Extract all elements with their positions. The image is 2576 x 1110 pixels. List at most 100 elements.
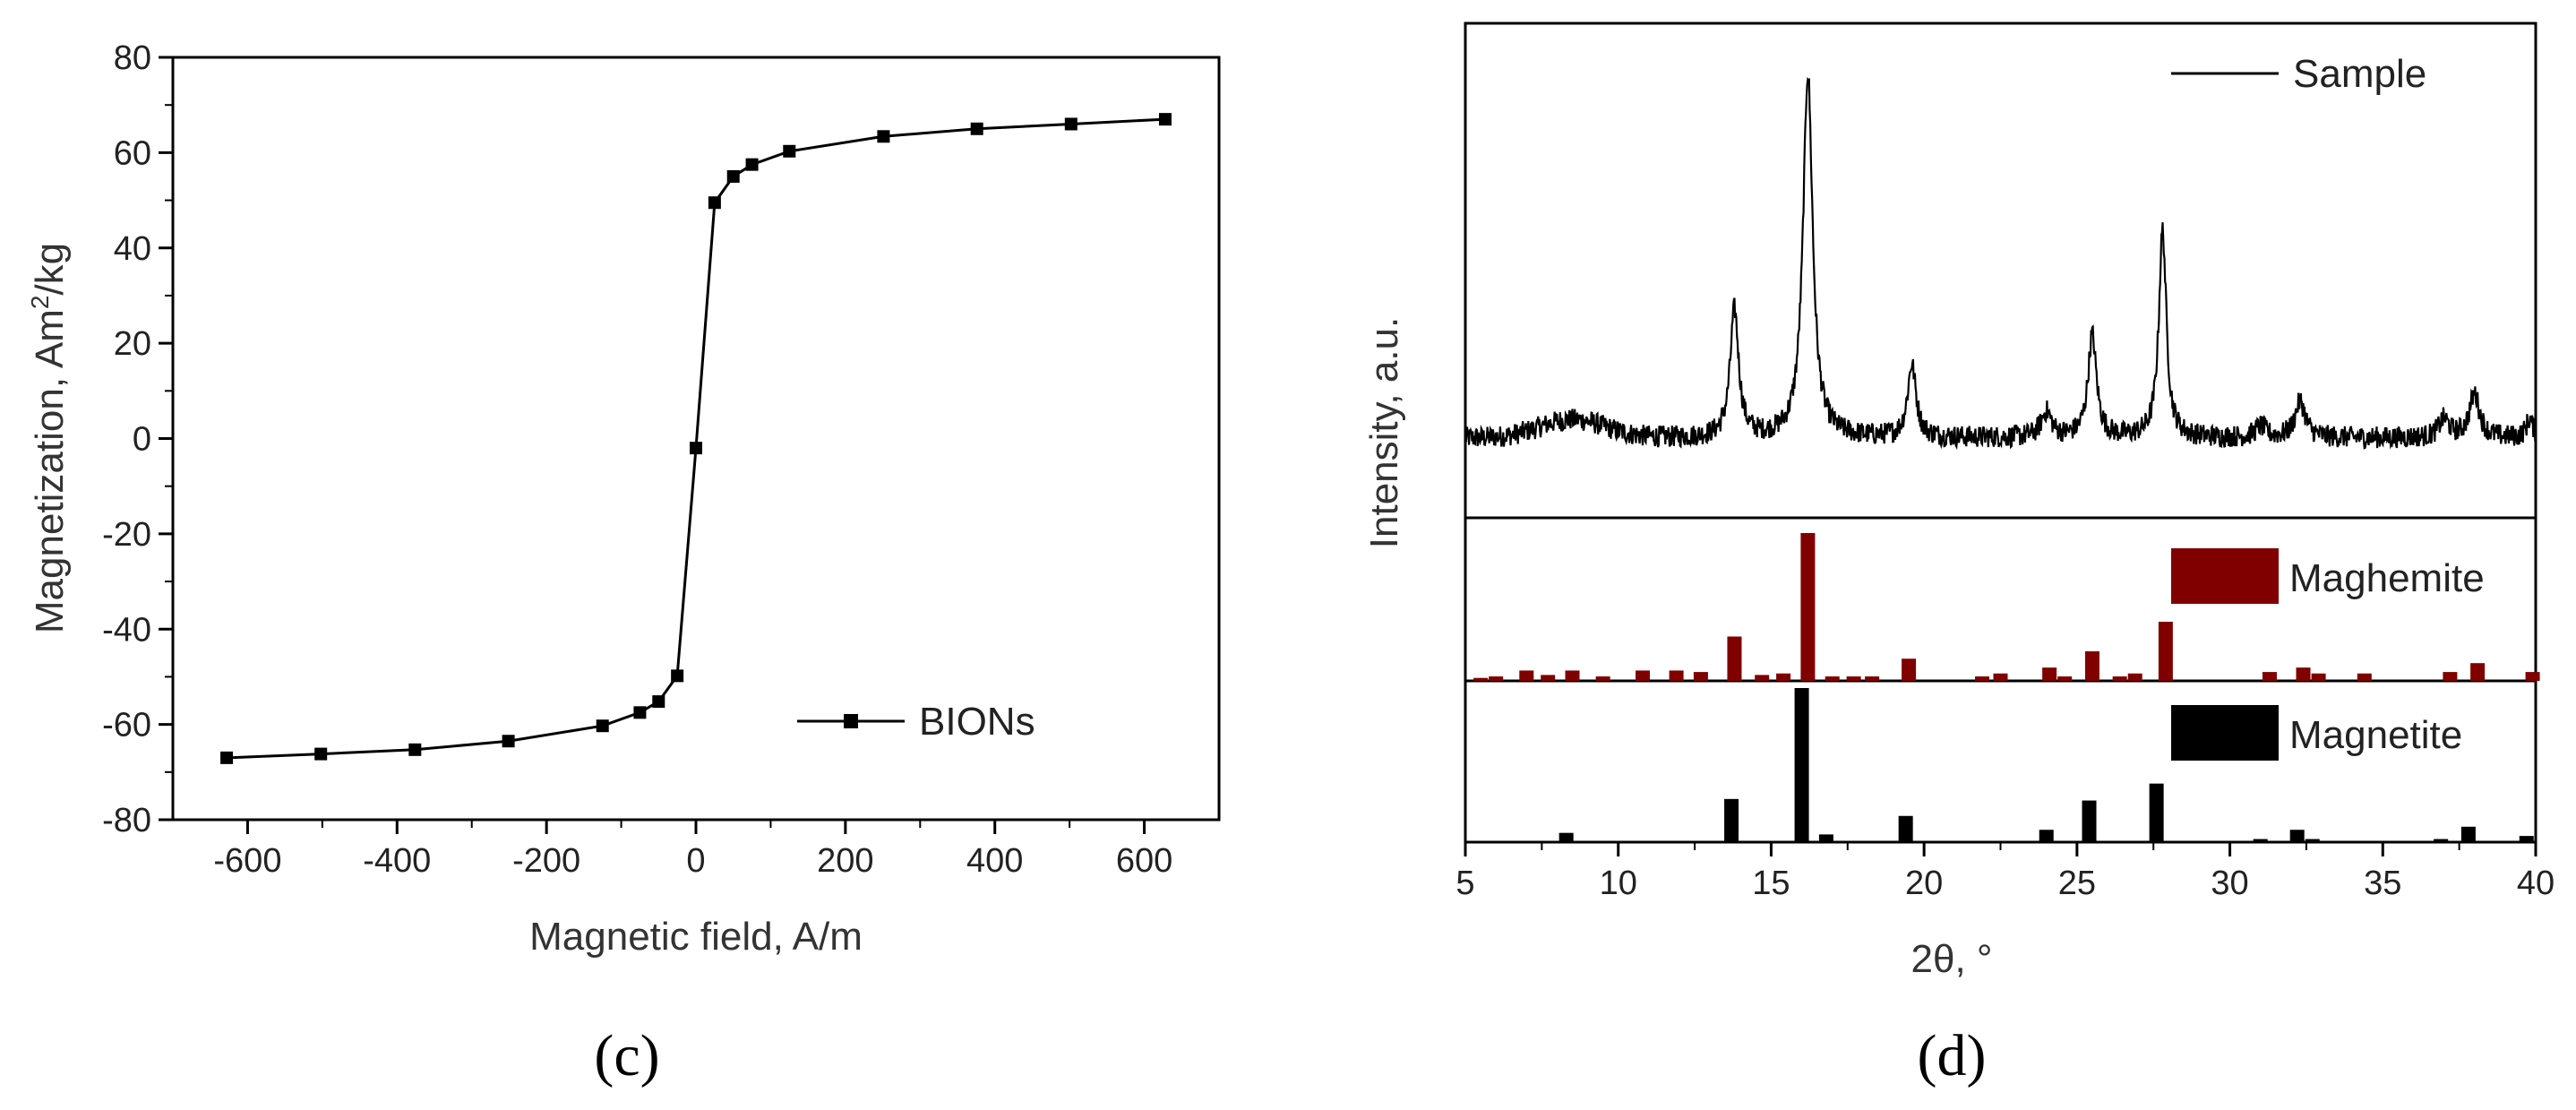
bions-point — [671, 669, 684, 683]
xrd-y-axis-label: Intensity, a.u. — [1362, 317, 1406, 548]
maghemite-bar — [2470, 663, 2486, 681]
magnetization-legend: BIONs — [797, 700, 1035, 744]
magnetite-bar — [2305, 839, 2320, 842]
x-tick-label: -400 — [363, 842, 431, 880]
bions-point — [652, 695, 665, 709]
maghemite-bar — [2112, 676, 2127, 681]
maghemite-bar — [2158, 622, 2173, 681]
maghemite-bar — [1975, 676, 1990, 681]
magnetite-bar — [2082, 800, 2097, 842]
y-label-main: Magnetization, Am — [28, 309, 72, 633]
bions-series — [220, 113, 1172, 764]
sample-legend-label: Sample — [2293, 52, 2426, 96]
bions-point — [690, 442, 702, 455]
maghemite-bar — [1565, 670, 1580, 681]
maghemite-legend-label: Maghemite — [2289, 556, 2485, 600]
magnetite-bar — [1724, 798, 1739, 842]
y-label-tail: /kg — [28, 243, 72, 296]
maghemite-bar — [1541, 675, 1556, 681]
y-tick-label: -20 — [102, 516, 151, 554]
maghemite-bar — [1693, 672, 1708, 681]
bions-point — [408, 743, 422, 756]
bions-point — [970, 122, 983, 135]
magnetite-bar — [2519, 836, 2534, 842]
magnetite-legend: Magnetite — [2171, 705, 2462, 761]
maghemite-bar — [1825, 676, 1840, 681]
magnetite-legend-swatch — [2171, 705, 2279, 761]
bions-point — [877, 130, 890, 143]
x-tick-label: 15 — [1752, 865, 1790, 902]
panel-c-label: (c) — [594, 1023, 659, 1088]
bions-legend-label: BIONs — [919, 700, 1035, 744]
maghemite-legend: Maghemite — [2171, 548, 2485, 604]
maghemite-bar — [1473, 677, 1489, 681]
maghemite-bar — [2357, 673, 2372, 681]
maghemite-bar — [1519, 670, 1534, 681]
bions-point — [502, 735, 515, 748]
bions-point — [633, 706, 647, 719]
maghemite-bar — [1902, 658, 1917, 681]
y-label-superscript: 2 — [26, 296, 54, 310]
bions-point — [745, 158, 759, 171]
bions-point — [314, 747, 328, 761]
maghemite-bar — [1595, 676, 1610, 681]
panel-d-label: (d) — [1918, 1023, 1987, 1088]
bions-point — [596, 719, 609, 733]
bions-point — [783, 144, 796, 158]
y-tick-label: -80 — [102, 802, 151, 839]
magnetite-bar — [2434, 839, 2449, 842]
maghemite-bar — [2042, 667, 2057, 681]
magnetite-bar — [2039, 830, 2054, 842]
magnetite-bar — [1794, 688, 1809, 842]
maghemite-bar — [1846, 676, 1861, 681]
sample-legend: Sample — [2171, 52, 2426, 96]
x-tick-label: -600 — [213, 842, 281, 880]
y-tick-label: 20 — [114, 325, 151, 363]
magnetization-chart: -600 -400 -200 0 200 400 600-80-60-40-20020406… — [26, 39, 1221, 1088]
x-tick-label: 5 — [1455, 865, 1474, 902]
magnetite-bar — [1558, 832, 1574, 842]
magnetite-bar — [2253, 839, 2268, 842]
x-tick-label: 30 — [2211, 865, 2248, 902]
maghemite-bar — [1800, 533, 1816, 681]
maghemite-bar — [2525, 672, 2540, 681]
x-tick-label: 10 — [1600, 865, 1637, 902]
sample-curve — [1464, 76, 2537, 451]
magnetization-plot-frame — [171, 56, 1221, 822]
x-tick-label: 20 — [1905, 865, 1943, 902]
magnetite-bar — [1898, 815, 1913, 842]
magnetite-legend-label: Magnetite — [2289, 713, 2462, 757]
maghemite-bar — [2262, 672, 2277, 681]
xrd-x-axis-label: 2θ, ° — [1911, 937, 1993, 981]
y-tick-label: 40 — [114, 230, 151, 268]
y-tick-label: 80 — [114, 39, 151, 77]
x-tick-label: -200 — [512, 842, 580, 880]
bions-point — [220, 751, 234, 764]
magnetite-reference-bars — [1558, 688, 2534, 842]
xrd-chart: 5 10 15 20 25 30 35 40 Sample Maghemite Magneti… — [1362, 22, 2555, 1088]
magnetization-y-axis-label: Magnetization, Am2/kg — [26, 243, 72, 633]
maghemite-bar — [2443, 672, 2458, 681]
xrd-tick-labels: 5 10 15 20 25 30 35 40 — [1455, 865, 2555, 902]
bions-point — [1158, 113, 1172, 126]
maghemite-bar — [2296, 667, 2311, 681]
maghemite-bar — [1865, 676, 1880, 681]
maghemite-bar — [1489, 676, 1504, 681]
magnetization-x-axis-label: Magnetic field, A/m — [529, 915, 863, 959]
maghemite-bar — [2057, 676, 2073, 681]
magnetization-tick-labels: -600 -400 -200 0 200 400 600-80-60-40-20020406… — [102, 39, 1172, 880]
magnetite-bar — [1818, 834, 1833, 842]
magnetite-bar — [2149, 783, 2164, 842]
maghemite-bar — [1776, 673, 1791, 681]
bions-point — [1064, 117, 1078, 131]
y-tick-label: -40 — [102, 611, 151, 649]
y-tick-label: -60 — [102, 707, 151, 744]
maghemite-bar — [1755, 675, 1770, 681]
maghemite-bar — [2311, 673, 2326, 681]
magnetite-bar — [2289, 830, 2305, 842]
y-tick-label: 0 — [133, 421, 151, 459]
maghemite-bar — [2127, 673, 2142, 681]
maghemite-legend-swatch — [2171, 548, 2279, 604]
x-tick-label: 600 — [1116, 842, 1172, 880]
